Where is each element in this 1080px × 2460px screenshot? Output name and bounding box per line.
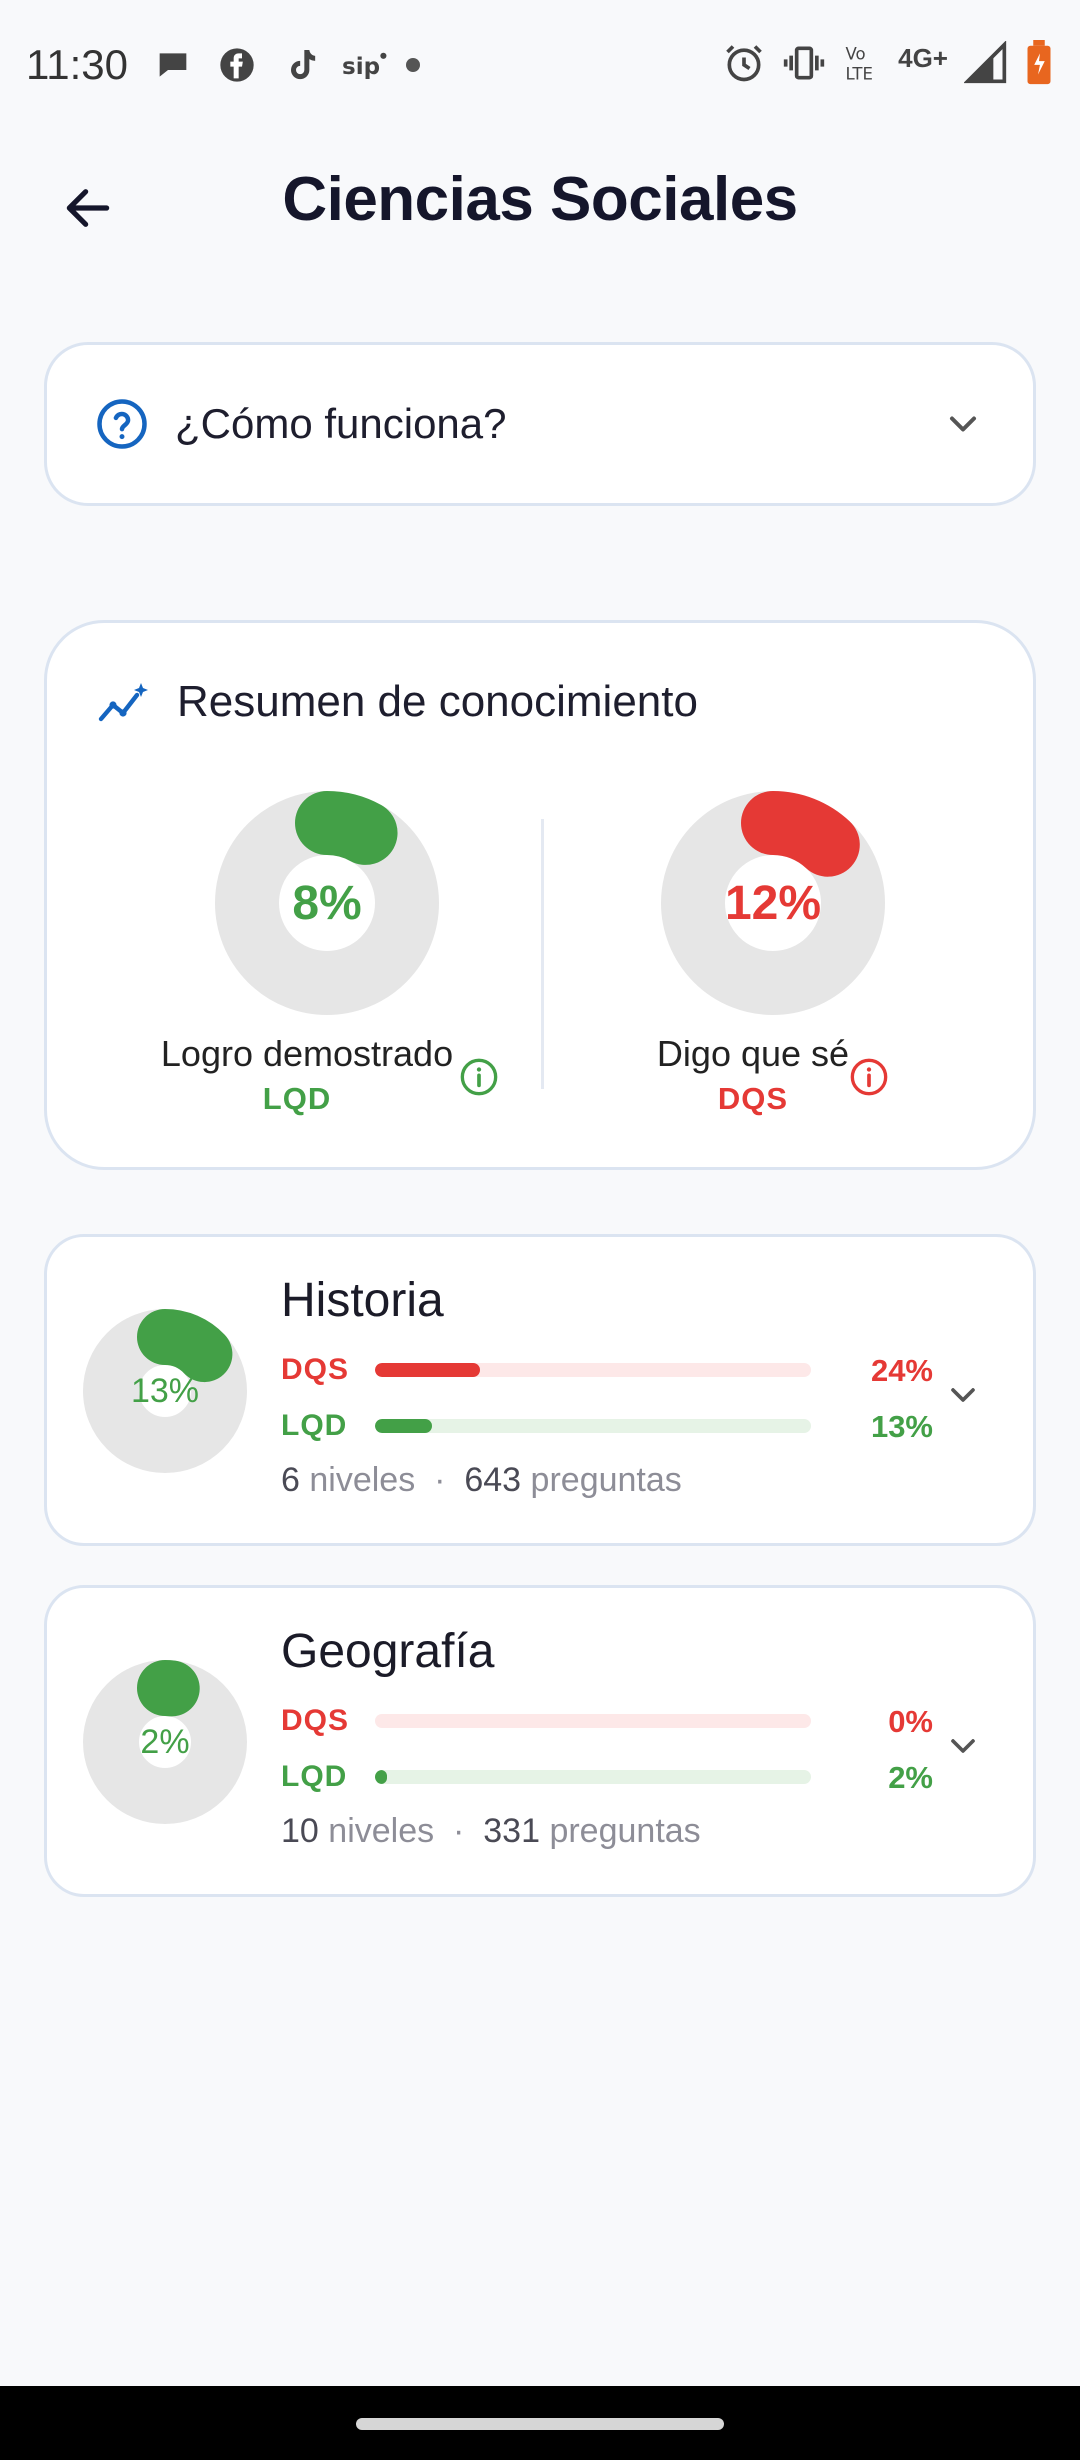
dqs-percent: 12% — [724, 876, 822, 930]
levels-word: niveles — [309, 1461, 416, 1499]
dqs-bar-percent: 24% — [870, 1353, 933, 1388]
subject-title: Geografía — [281, 1625, 495, 1678]
notification-icons: sip — [150, 42, 420, 88]
lqd-label: Logro demostrado — [160, 1033, 454, 1074]
lqd-ring-arc — [215, 791, 439, 1015]
subject-ring-chart — [83, 1309, 247, 1473]
svg-text:LTE: LTE — [846, 65, 873, 84]
dqs-bar-track — [375, 1363, 811, 1377]
lqd-ring: 8% — [207, 783, 447, 1023]
back-button[interactable] — [48, 168, 128, 248]
how-it-works-label: ¿Cómo funciona? — [175, 400, 507, 447]
knowledge-summary-card: Resumen de conocimiento 8% Logro demostr… — [44, 620, 1036, 1170]
vibrate-icon — [782, 41, 826, 90]
svg-text:Vo: Vo — [846, 44, 866, 63]
lqd-info-icon[interactable] — [459, 1057, 499, 1097]
questions-count: 643 — [464, 1461, 522, 1499]
levels-count: 10 — [281, 1812, 319, 1850]
subject-ring-percent: 13% — [130, 1371, 200, 1410]
facebook-icon — [214, 42, 260, 88]
status-time: 11:30 — [26, 41, 128, 88]
lqd-bar-track — [375, 1419, 811, 1433]
chevron-down-icon[interactable] — [943, 1726, 983, 1766]
home-gesture-handle[interactable] — [356, 2418, 724, 2430]
questions-word: preguntas — [530, 1461, 682, 1499]
signal-icon — [963, 40, 1008, 90]
alarm-icon — [722, 41, 766, 90]
sip-icon: sip — [342, 42, 388, 88]
how-it-works-accordion[interactable]: ¿Cómo funciona? — [44, 342, 1036, 506]
lqd-bar-label: LQD — [281, 1760, 348, 1793]
subject-ring-percent: 2% — [140, 1722, 190, 1761]
dot-icon — [406, 58, 420, 72]
dqs-bar-label: DQS — [281, 1353, 350, 1386]
dqs-bar-fill — [375, 1363, 480, 1377]
subject-ring-arc — [83, 1309, 247, 1473]
chat-bubble-icon — [150, 42, 196, 88]
help-circle-icon — [97, 399, 147, 449]
status-bar: 11:30 sip Vo LTE 4G+ — [0, 0, 1080, 130]
dqs-abbr: DQS — [717, 1081, 789, 1116]
dqs-info-icon[interactable] — [849, 1057, 889, 1097]
lqd-bar-fill — [375, 1770, 387, 1784]
levels-count: 6 — [281, 1461, 300, 1499]
subject-card-historia[interactable]: 13% Historia DQS 24% LQD 13% 6 niveles ·… — [44, 1234, 1036, 1546]
battery-icon — [1024, 40, 1054, 91]
dqs-ring-chart — [661, 791, 885, 1015]
lqd-percent: 8% — [292, 876, 362, 930]
volte-icon: Vo LTE — [842, 41, 882, 90]
arrow-left-icon — [66, 189, 110, 227]
questions-count: 331 — [483, 1812, 540, 1850]
summary-title: Resumen de conocimiento — [177, 677, 698, 726]
meta-separator: · — [434, 1461, 446, 1499]
system-nav-bar — [0, 2386, 1080, 2460]
dqs-label: Digo que sé — [656, 1033, 850, 1074]
subject-meta: 10 niveles · 331 preguntas — [281, 1812, 701, 1851]
questions-word: preguntas — [549, 1812, 701, 1850]
app-header: Ciencias Sociales — [0, 150, 1080, 260]
chevron-down-icon[interactable] — [943, 1375, 983, 1415]
lqd-bar-track — [375, 1770, 811, 1784]
sparkle-chart-icon — [98, 683, 148, 722]
system-icons: Vo LTE 4G+ — [722, 40, 1054, 91]
subject-meta: 6 niveles · 643 preguntas — [281, 1461, 682, 1500]
lqd-bar-fill — [375, 1419, 432, 1433]
lqd-bar-percent: 13% — [870, 1409, 933, 1444]
subject-title: Historia — [281, 1274, 444, 1327]
lqd-bar-percent: 2% — [888, 1760, 933, 1795]
lqd-abbr: LQD — [262, 1081, 332, 1116]
dqs-bar-label: DQS — [281, 1704, 350, 1737]
meta-separator: · — [453, 1812, 465, 1850]
summary-divider — [541, 819, 544, 1089]
network-type: 4G+ — [898, 43, 948, 73]
dqs-ring-arc — [661, 791, 885, 1015]
subject-ring-arc — [83, 1660, 247, 1824]
lqd-bar-label: LQD — [281, 1409, 348, 1442]
levels-word: niveles — [328, 1812, 435, 1850]
tiktok-icon — [278, 42, 324, 88]
dqs-ring: 12% — [653, 783, 893, 1023]
subject-ring-chart — [83, 1660, 247, 1824]
svg-text:sip: sip — [342, 54, 380, 80]
page-title: Ciencias Sociales — [282, 165, 798, 234]
chevron-down-icon — [949, 416, 977, 432]
subject-card-geografia[interactable]: 2% Geografía DQS 0% LQD 2% 10 niveles · … — [44, 1585, 1036, 1897]
dqs-bar-percent: 0% — [888, 1704, 933, 1739]
dqs-bar-track — [375, 1714, 811, 1728]
lqd-ring-chart — [215, 791, 439, 1015]
